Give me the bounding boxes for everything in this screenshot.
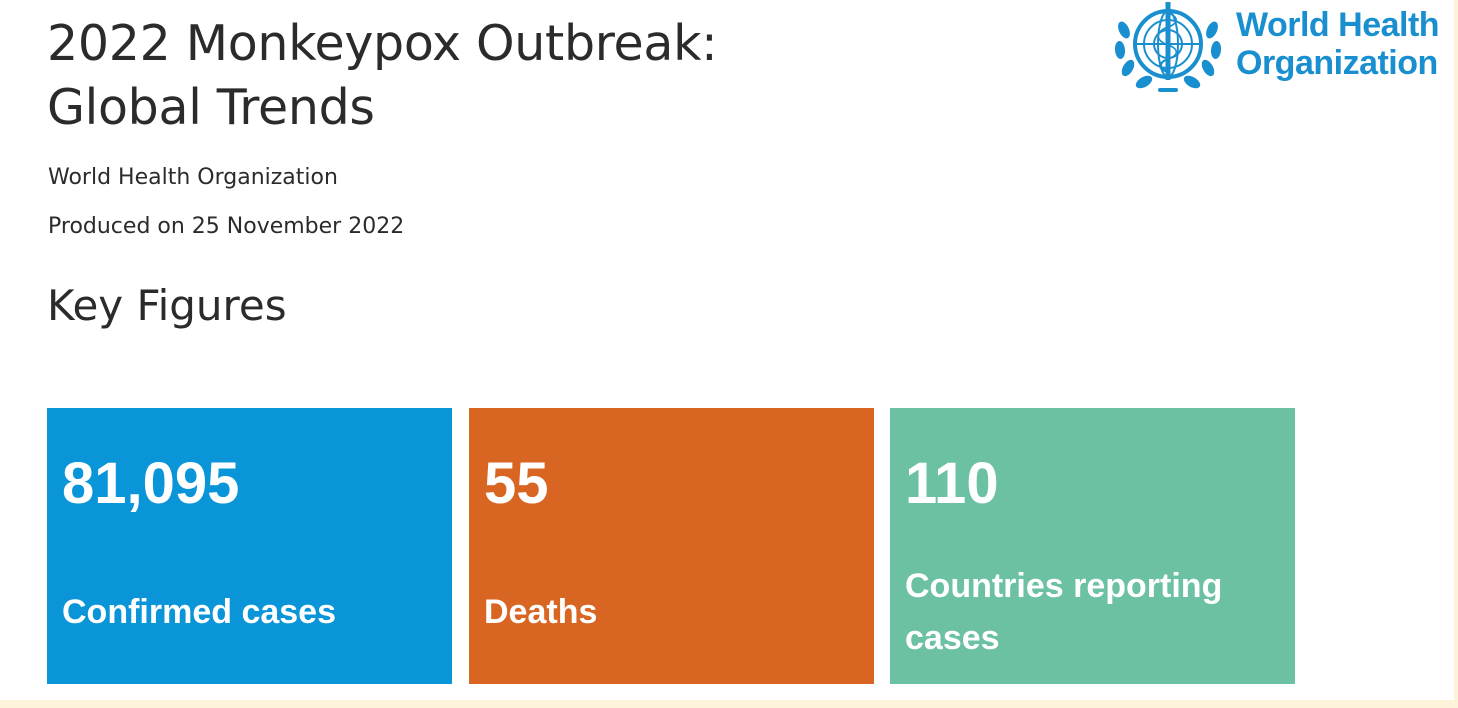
- organization-name: World Health Organization: [48, 165, 338, 190]
- produced-date: Produced on 25 November 2022: [48, 214, 405, 239]
- page-title-line-2: Global Trends: [47, 79, 375, 136]
- confirmed-cases-card: 81,095 Confirmed cases: [47, 408, 452, 684]
- confirmed-cases-value: 81,095: [62, 451, 240, 516]
- deaths-value: 55: [484, 451, 549, 516]
- who-logo-line-1: World Health: [1236, 6, 1440, 44]
- deaths-card: 55 Deaths: [469, 408, 874, 684]
- who-logo: World Health Organization: [1110, 0, 1450, 96]
- who-logo-text: World Health Organization: [1236, 6, 1440, 82]
- page-title: 2022 Monkeypox Outbreak: Global Trends: [47, 12, 718, 140]
- countries-reporting-value: 110: [905, 451, 999, 516]
- confirmed-cases-label: Confirmed cases: [62, 593, 336, 631]
- deaths-label: Deaths: [484, 593, 598, 631]
- who-emblem-icon: [1114, 2, 1222, 92]
- countries-reporting-card: 110 Countries reporting cases: [890, 408, 1295, 684]
- page-title-line-1: 2022 Monkeypox Outbreak:: [47, 15, 718, 72]
- key-figures-heading: Key Figures: [47, 281, 287, 330]
- countries-reporting-label: Countries reporting cases: [905, 567, 1223, 657]
- who-logo-line-2: Organization: [1236, 44, 1438, 82]
